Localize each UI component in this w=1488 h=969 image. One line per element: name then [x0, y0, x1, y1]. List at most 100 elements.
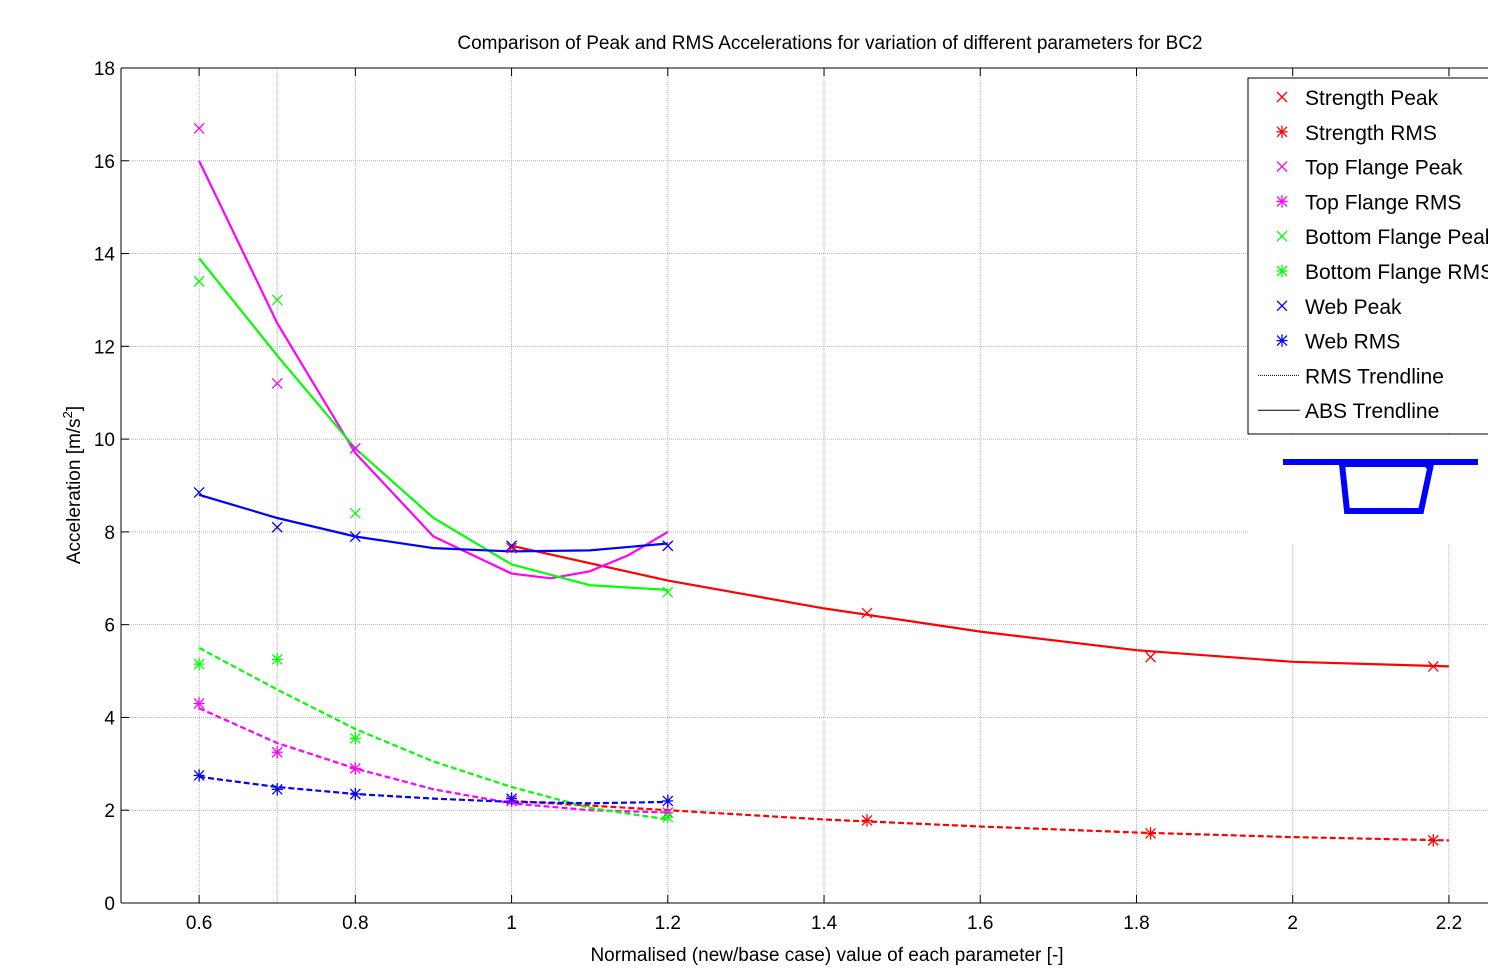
y-axis-label: Acceleration [m/s2] — [60, 406, 85, 564]
y-tick-label-18: 18 — [94, 59, 115, 80]
marker-top-flange-peak-1 — [271, 377, 283, 389]
x-tick-label-1: 1 — [506, 913, 517, 934]
marker-top-flange-rms-2 — [349, 762, 361, 775]
inset-background — [1248, 435, 1488, 543]
trendline-bottom-flange-peak — [198, 257, 668, 591]
marker-bottom-flange-rms-0 — [193, 657, 205, 671]
x-tick-label-1-6: 1.6 — [967, 913, 993, 934]
trendline-bottom-flange-rms — [198, 646, 668, 821]
legend-item-web-peak-marker-stroke-b — [1276, 300, 1288, 312]
legend-item-web-rms-marker — [1276, 334, 1288, 347]
y-tick-label-0: 0 — [104, 894, 115, 915]
marker-strength-rms-3 — [1427, 834, 1439, 847]
legend-item-bottom-flange-peak: Bottom Flange Peak — [1276, 226, 1488, 249]
marker-top-flange-peak-2-stroke-b — [349, 442, 361, 454]
legend-item-bottom-flange-rms: Bottom Flange RMS — [1276, 261, 1488, 284]
marker-top-flange-peak-0 — [193, 122, 205, 134]
marker-strength-peak-2 — [1145, 651, 1157, 663]
marker-strength-peak-2-stroke-b — [1145, 651, 1157, 663]
marker-bottom-flange-peak-3-stroke-b — [662, 586, 674, 598]
x-tick-label-2: 2 — [1287, 913, 1298, 934]
marker-bottom-flange-peak-0 — [193, 275, 205, 287]
marker-bottom-flange-peak-1-stroke-b — [271, 294, 283, 306]
y-tick-label-16: 16 — [94, 152, 115, 173]
marker-bottom-flange-peak-2-stroke-b — [349, 507, 361, 519]
legend-item-strength-peak-marker-stroke-b — [1276, 91, 1288, 103]
marker-strength-rms-1 — [861, 814, 873, 827]
marker-web-rms-1 — [271, 783, 283, 796]
legend-item-web-rms-label: Web RMS — [1305, 331, 1400, 354]
marker-strength-peak-0 — [506, 542, 518, 554]
legend-item-top-flange-rms: Top Flange RMS — [1276, 191, 1461, 214]
legend-item-web-rms: Web RMS — [1276, 331, 1400, 354]
y-axis-label-superscript: 2 — [60, 411, 75, 418]
marker-bottom-flange-peak-3 — [662, 586, 674, 598]
x-tick-label-0-8: 0.8 — [342, 913, 368, 934]
legend-item-strength-rms: Strength RMS — [1276, 122, 1437, 145]
marker-bottom-flange-rms-3 — [662, 810, 674, 824]
legend-item-strength-peak-marker — [1276, 91, 1288, 103]
marker-top-flange-rms-1 — [271, 745, 283, 759]
marker-strength-peak-1-stroke-b — [861, 607, 873, 619]
marker-web-peak-4-stroke-b — [662, 540, 674, 552]
marker-web-peak-0 — [193, 486, 205, 498]
marker-bottom-flange-rms-1 — [271, 653, 283, 666]
y-axis-label-main: Acceleration [m/s — [64, 418, 85, 564]
marker-bottom-flange-peak-2 — [349, 507, 361, 519]
y-axis-label-end: ] — [64, 406, 85, 411]
legend-item-bottom-flange-rms-marker — [1276, 264, 1288, 278]
marker-web-rms-0 — [193, 769, 205, 782]
marker-web-peak-1 — [271, 521, 283, 533]
legend-item-strength-peak: Strength Peak — [1276, 87, 1439, 110]
marker-web-peak-1-stroke-b — [271, 521, 283, 533]
legend-item-top-flange-peak-marker-stroke-b — [1276, 161, 1288, 173]
y-tick-label-8: 8 — [104, 523, 115, 544]
chart-title: Comparison of Peak and RMS Accelerations… — [457, 33, 1202, 54]
legend-item-abs-trendline-label: ABS Trendline — [1305, 400, 1439, 423]
inset-box-web — [1338, 461, 1435, 514]
legend-item-bottom-flange-rms-label: Bottom Flange RMS — [1305, 261, 1488, 284]
marker-top-flange-rms-0 — [193, 697, 205, 710]
legend-item-strength-rms-label: Strength RMS — [1305, 122, 1437, 145]
y-tick-label-10: 10 — [94, 430, 115, 451]
legend-item-top-flange-rms-marker — [1276, 195, 1288, 208]
x-tick-label-1-4: 1.4 — [811, 913, 838, 934]
legend-item-web-peak: Web Peak — [1276, 296, 1402, 319]
marker-bottom-flange-peak-1 — [271, 294, 283, 306]
marker-top-flange-peak-2 — [349, 442, 361, 454]
plot-series — [193, 122, 1449, 847]
marker-web-peak-0-stroke-b — [193, 486, 205, 498]
box-girder-cross-section-icon — [1248, 435, 1488, 543]
trendline-top-flange-peak — [198, 160, 669, 580]
legend-item-top-flange-peak: Top Flange Peak — [1276, 157, 1463, 180]
marker-web-peak-4 — [662, 540, 674, 552]
trendline-strength-peak — [511, 544, 1449, 668]
legend-item-bottom-flange-peak-label: Bottom Flange Peak — [1305, 226, 1488, 249]
y-tick-label-6: 6 — [104, 616, 115, 637]
y-tick-label-12: 12 — [94, 337, 115, 358]
trendline-web-rms — [198, 775, 668, 805]
y-tick-label-14: 14 — [94, 245, 116, 266]
x-tick-label-1-8: 1.8 — [1123, 913, 1149, 934]
legend: Strength Peak Strength RMS Top Flange Peak… — [1247, 77, 1488, 435]
x-axis-label: Normalised (new/base case) value of each… — [590, 945, 1063, 966]
legend-item-web-peak-marker — [1276, 300, 1288, 312]
marker-web-peak-2 — [349, 531, 361, 542]
marker-web-rms-2 — [349, 787, 361, 801]
trendline-web-peak — [198, 493, 668, 553]
marker-web-peak-3 — [506, 540, 518, 552]
inset-right-haunch — [1421, 463, 1435, 471]
marker-bottom-flange-peak-0-stroke-b — [193, 275, 205, 287]
marker-strength-rms-2 — [1145, 827, 1157, 840]
y-tick-label-2: 2 — [104, 801, 115, 822]
x-tick-label-0-6: 0.6 — [186, 913, 212, 934]
legend-item-bottom-flange-peak-marker — [1276, 230, 1288, 242]
legend-box — [1247, 77, 1488, 435]
marker-web-rms-3 — [506, 792, 518, 805]
legend-item-strength-peak-label: Strength Peak — [1305, 87, 1439, 110]
x-tick-label-2-2: 2.2 — [1436, 913, 1462, 934]
legend-item-rms-trendline: RMS Trendline — [1258, 365, 1444, 388]
marker-strength-peak-3 — [1427, 660, 1439, 672]
